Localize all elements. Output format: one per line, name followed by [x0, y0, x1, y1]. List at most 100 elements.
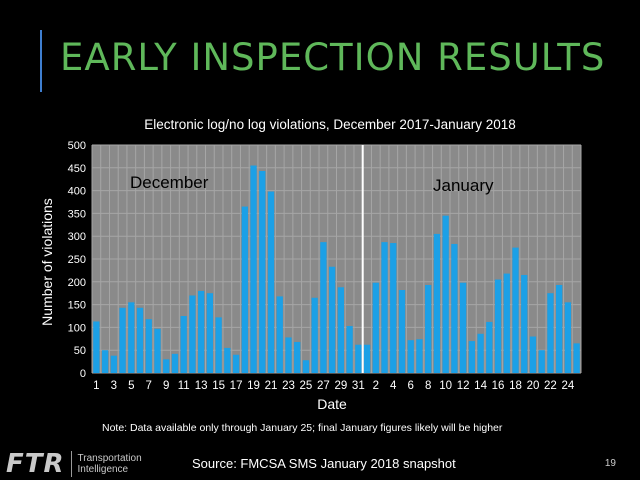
- y-tick-label: 500: [68, 140, 86, 152]
- annotation-january: January: [433, 176, 494, 195]
- bar: [346, 326, 353, 373]
- logo-subtitle: Transportation Intelligence: [78, 453, 142, 475]
- x-tick-label: 22: [544, 380, 557, 392]
- bar: [171, 353, 179, 373]
- bar: [101, 350, 109, 373]
- bar: [556, 284, 563, 373]
- bar: [573, 343, 580, 373]
- bar: [232, 354, 240, 373]
- chart-note: Note: Data available only through Januar…: [102, 422, 503, 434]
- bar: [206, 293, 214, 373]
- bar: [267, 191, 275, 373]
- x-tick-label: 12: [457, 380, 470, 392]
- bar: [294, 341, 301, 373]
- bar: [503, 273, 510, 373]
- bar: [198, 290, 205, 373]
- x-tick-label: 14: [474, 380, 487, 392]
- x-tick-label: 20: [527, 380, 540, 392]
- y-tick-label: 400: [68, 186, 86, 198]
- y-tick-label: 150: [68, 300, 86, 312]
- logo-divider: [70, 451, 72, 477]
- bar: [180, 316, 187, 373]
- bar: [241, 206, 248, 373]
- x-tick-label: 29: [334, 380, 347, 392]
- x-tick-label: 11: [178, 380, 190, 392]
- x-tick-label: 4: [390, 380, 397, 392]
- bar: [328, 266, 336, 373]
- y-tick-label: 50: [74, 345, 86, 357]
- bar: [521, 274, 528, 373]
- x-tick-label: 6: [408, 380, 414, 392]
- chart-title: Electronic log/no log violations, Decemb…: [144, 117, 515, 132]
- bar: [154, 328, 161, 373]
- x-tick-label: 15: [212, 380, 225, 392]
- bar: [547, 293, 554, 373]
- y-tick-label: 0: [80, 368, 86, 380]
- bar: [407, 340, 414, 373]
- bar: [215, 317, 222, 373]
- bar: [259, 170, 266, 373]
- bar: [337, 287, 345, 373]
- x-tick-label: 18: [509, 380, 522, 392]
- bar: [564, 302, 572, 373]
- x-tick-label: 9: [163, 380, 169, 392]
- x-tick-label: 25: [300, 380, 313, 392]
- y-tick-label: 100: [68, 322, 86, 334]
- y-tick-label: 200: [68, 277, 86, 289]
- x-tick-label: 24: [562, 380, 575, 392]
- bar: [477, 333, 484, 373]
- bar: [93, 321, 100, 373]
- bar: [451, 243, 458, 373]
- x-tick-label: 19: [247, 380, 260, 392]
- bar: [145, 319, 152, 373]
- bar: [285, 337, 292, 373]
- bar: [442, 215, 449, 373]
- y-tick-label: 350: [68, 208, 86, 220]
- x-tick-label: 31: [352, 380, 365, 392]
- x-tick-label: 7: [146, 380, 152, 392]
- x-tick-label: 1: [93, 380, 99, 392]
- bar: [250, 165, 257, 373]
- bar: [302, 360, 310, 373]
- logo-text: FTR: [6, 449, 65, 479]
- bar: [128, 302, 135, 373]
- title-accent-bar: [40, 30, 42, 92]
- bar: [372, 282, 379, 373]
- bar: [416, 339, 423, 373]
- bar: [512, 247, 519, 373]
- x-tick-label: 5: [128, 380, 134, 392]
- ftr-logo: FTR Transportation Intelligence: [6, 449, 142, 479]
- bar: [433, 233, 441, 373]
- x-tick-label: 16: [492, 380, 505, 392]
- bar: [538, 350, 545, 373]
- bar: [311, 297, 318, 373]
- bar: [136, 307, 144, 373]
- x-axis-label: Date: [317, 396, 347, 412]
- violations-bar-chart: Electronic log/no log violations, Decemb…: [39, 117, 582, 434]
- bar: [189, 295, 196, 373]
- x-tick-label: 17: [230, 380, 243, 392]
- x-tick-label: 23: [282, 380, 295, 392]
- bar: [494, 279, 502, 373]
- bar: [224, 347, 231, 373]
- annotation-december: December: [130, 173, 209, 192]
- logo-subtitle-line1: Transportation: [77, 453, 142, 464]
- slide-title: EARLY INSPECTION RESULTS: [60, 36, 606, 79]
- y-tick-label: 250: [68, 254, 86, 266]
- page-number: 19: [604, 458, 616, 469]
- bar: [381, 242, 388, 373]
- bar: [363, 344, 371, 373]
- bar: [398, 290, 406, 373]
- bar: [163, 359, 170, 373]
- bar: [119, 307, 126, 373]
- y-tick-label: 450: [68, 163, 86, 175]
- x-tick-label: 8: [425, 380, 431, 392]
- footer-bar: [0, 447, 640, 480]
- y-axis-label: Number of violations: [39, 198, 55, 326]
- bar: [486, 321, 493, 373]
- x-tick-label: 13: [195, 380, 208, 392]
- x-tick-label: 27: [317, 380, 330, 392]
- bar: [459, 282, 467, 373]
- x-tick-label: 21: [265, 380, 278, 392]
- bar: [355, 344, 362, 373]
